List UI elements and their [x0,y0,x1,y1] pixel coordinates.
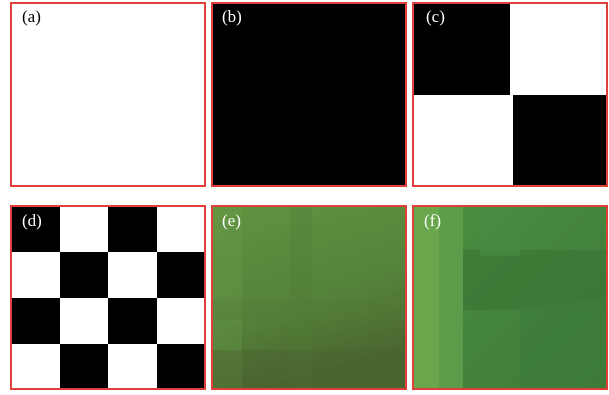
image [11,3,205,186]
panel-label: (d) [22,211,42,230]
texture [520,300,607,389]
texture [413,206,439,389]
image [212,3,406,186]
panel-label: (c) [426,7,445,26]
block [11,298,60,344]
panel-b: (b) [212,3,406,186]
panel-label: (f) [424,211,441,230]
panel-label: (e) [222,211,241,230]
panel-f: (f) [413,206,607,389]
panel-label: (b) [222,7,242,26]
panel-label: (a) [22,7,41,26]
block [157,344,205,389]
block [108,206,157,252]
texture [480,206,520,256]
texture [212,350,406,389]
block [60,344,108,389]
block [513,95,607,186]
texture [439,206,463,389]
panel-d: (d) [11,206,205,389]
figure: (a) (b) (c) (d) (e) [0,0,609,395]
block [157,252,205,298]
panel-e: (e) [212,206,406,389]
panel-c: (c) [413,3,607,186]
texture [212,300,406,320]
block [108,298,157,344]
panel-a: (a) [11,3,205,186]
block [60,252,108,298]
